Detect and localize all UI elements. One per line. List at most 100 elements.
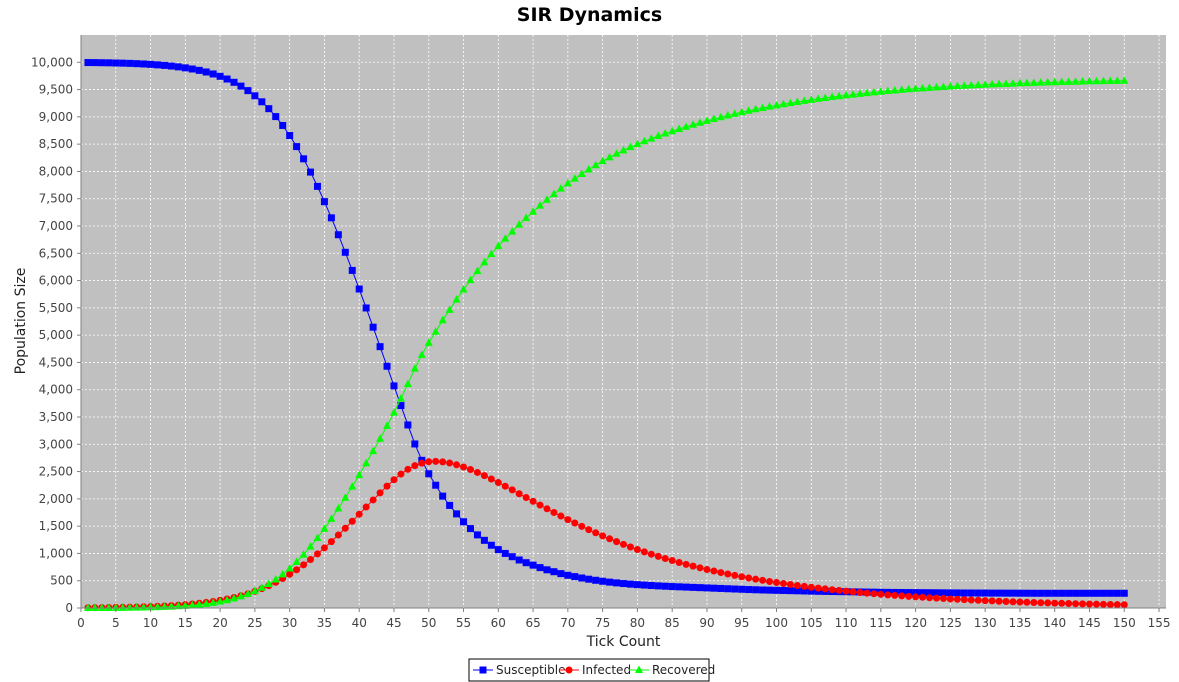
infected-point (300, 561, 308, 569)
infected-point (807, 583, 815, 591)
recovered-point (466, 275, 475, 284)
susceptible-point (404, 421, 412, 429)
recovered-point (821, 93, 830, 101)
susceptible-point (411, 440, 419, 448)
recovered-point (772, 100, 781, 109)
infected-point (696, 564, 704, 572)
x-tick-label: 25 (247, 616, 262, 630)
infected-point (745, 574, 753, 582)
infected-point (571, 519, 579, 527)
x-tick-label: 90 (699, 616, 714, 630)
susceptible-point (536, 564, 544, 572)
recovered-point (341, 493, 350, 501)
susceptible-point (995, 589, 1003, 597)
infected-point (557, 512, 565, 520)
susceptible-point (320, 198, 328, 206)
recovered-point (995, 79, 1004, 88)
susceptible-point (1002, 589, 1010, 597)
recovered-point (960, 81, 969, 89)
infected-point (932, 594, 940, 602)
infected-point (620, 540, 627, 548)
susceptible-point (793, 587, 801, 595)
y-axis-label: Population Size (13, 268, 29, 375)
recovered-point (230, 594, 239, 602)
susceptible-point (286, 132, 294, 140)
susceptible-point (188, 65, 196, 73)
x-tick-label: 135 (1008, 616, 1031, 630)
infected-point (320, 544, 328, 552)
infected-point (432, 457, 440, 465)
infected-point (529, 497, 537, 505)
recovered-point (883, 86, 892, 95)
infected-point (508, 486, 516, 494)
recovered-point (181, 601, 190, 609)
recovered-point (723, 111, 732, 119)
recovered-point (918, 83, 927, 92)
y-tick-label: 4,000 (39, 383, 73, 397)
susceptible-point (244, 87, 252, 95)
susceptible-point (939, 589, 947, 597)
susceptible-point (1085, 589, 1093, 597)
recovered-point (716, 112, 725, 121)
recovered-point (598, 156, 607, 165)
susceptible-point (1113, 589, 1121, 597)
y-tick-label: 8,500 (39, 137, 73, 151)
recovered-point (536, 201, 545, 209)
x-tick-label: 95 (734, 616, 749, 630)
infected-point (487, 475, 495, 483)
recovered-point (529, 207, 538, 215)
recovered-point (862, 88, 871, 97)
infected-point (974, 596, 982, 604)
infected-point (842, 587, 850, 595)
legend: Susceptible Infected Recovered (468, 658, 715, 682)
susceptible-point (307, 168, 315, 176)
recovered-point (1064, 77, 1073, 85)
susceptible-point (967, 589, 975, 597)
x-tick-label: 20 (212, 616, 227, 630)
y-tick-label: 3,500 (39, 410, 73, 424)
susceptible-point (112, 59, 120, 67)
susceptible-point (313, 182, 321, 190)
infected-point (919, 593, 927, 601)
susceptible-point (480, 536, 488, 544)
recovered-point (1113, 76, 1122, 84)
recovered-point (814, 94, 823, 102)
x-tick-label: 45 (386, 616, 401, 630)
infected-point (939, 595, 947, 603)
susceptible-point (974, 589, 982, 597)
infected-point (1079, 600, 1087, 608)
susceptible-point (348, 266, 356, 274)
recovered-point (793, 97, 802, 105)
infected-point (550, 508, 558, 516)
recovered-point (737, 107, 746, 116)
recovered-point (250, 586, 259, 595)
x-tick-label: 60 (491, 616, 506, 630)
chart-title: SIR Dynamics (517, 4, 662, 26)
recovered-point (1078, 77, 1087, 85)
recovered-point (981, 80, 990, 88)
y-tick-label: 9,000 (39, 110, 73, 124)
infected-point (501, 482, 509, 490)
susceptible-point (355, 285, 363, 293)
recovered-point (925, 83, 934, 91)
susceptible-point (126, 59, 134, 67)
infected-point (293, 566, 301, 574)
susceptible-point (174, 63, 182, 71)
susceptible-point (293, 143, 301, 151)
y-tick-label: 6,000 (39, 274, 73, 288)
susceptible-point (1072, 589, 1080, 597)
infected-point (599, 532, 607, 540)
susceptible-point (1023, 589, 1031, 597)
recovered-point (313, 533, 322, 541)
susceptible-point (773, 586, 781, 594)
infected-point (466, 466, 474, 474)
infected-point (473, 468, 481, 476)
recovered-point (445, 305, 454, 313)
infected-point (480, 472, 488, 480)
x-tick-label: 65 (525, 616, 540, 630)
recovered-point (90, 603, 99, 611)
susceptible-point (926, 589, 934, 597)
infected-point (752, 575, 760, 583)
infected-point (682, 560, 690, 568)
